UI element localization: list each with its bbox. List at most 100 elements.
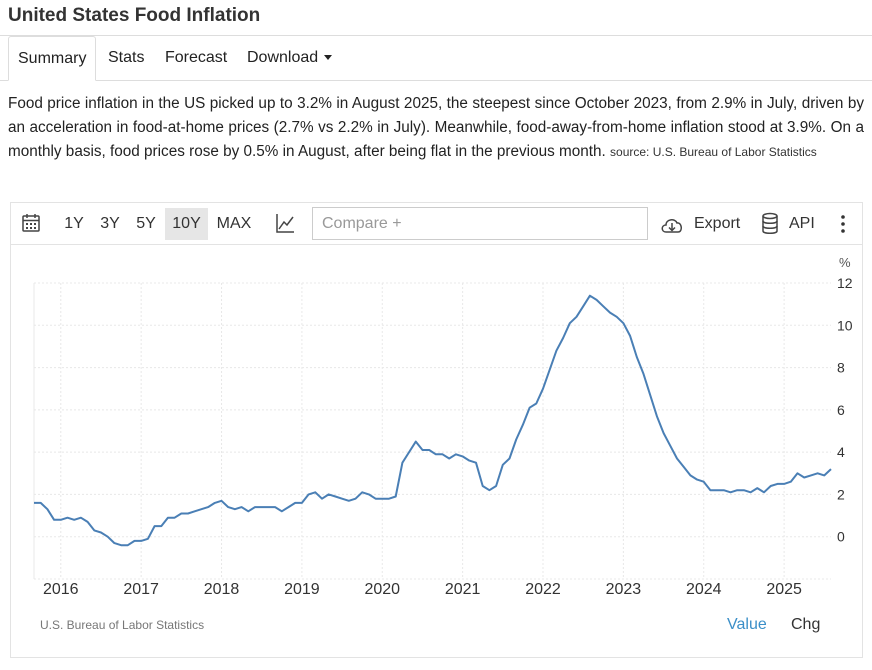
data-point — [395, 496, 397, 498]
x-tick-label: 2025 — [766, 581, 802, 598]
x-tick-label: 2017 — [123, 581, 159, 598]
data-point — [488, 489, 490, 491]
tab-forecast[interactable]: Forecast — [165, 49, 228, 66]
data-point — [140, 540, 142, 542]
export-button[interactable]: Export — [659, 203, 749, 244]
data-point — [87, 521, 89, 523]
line-chart: 0 2 4 6 8 10 12% 2016 2017 2018 2019 2020 2021 2022 20… — [33, 255, 853, 598]
y-tick-label: 12 — [837, 275, 853, 291]
data-point — [113, 542, 115, 544]
chart-toolbar: 1Y 3Y 5Y 10Y MAX Export — [11, 203, 862, 245]
caret-down-icon — [324, 55, 333, 61]
y-tick-label: 0 — [837, 529, 845, 545]
data-point — [730, 491, 732, 493]
data-point — [709, 489, 711, 491]
data-point — [200, 508, 202, 510]
data-point — [147, 538, 149, 540]
data-point — [442, 453, 444, 455]
data-point — [247, 510, 249, 512]
data-point — [509, 458, 511, 460]
range-max-button[interactable]: MAX — [216, 215, 252, 232]
data-point — [281, 510, 283, 512]
range-5y-button[interactable]: 5Y — [136, 215, 156, 232]
data-point — [435, 453, 437, 455]
x-tick-label: 2022 — [525, 581, 561, 598]
data-point — [817, 472, 819, 474]
data-point — [529, 407, 531, 409]
y-tick-label: 8 — [837, 360, 845, 376]
data-point — [321, 498, 323, 500]
data-point — [790, 481, 792, 483]
data-point — [93, 529, 95, 531]
chart-source: U.S. Bureau of Labor Statistics — [40, 618, 205, 632]
chg-toggle[interactable]: Chg — [791, 616, 821, 633]
data-point — [355, 498, 357, 500]
y-tick-label: 2 — [837, 486, 845, 502]
data-point — [408, 451, 410, 453]
data-point — [716, 489, 718, 491]
data-point — [127, 544, 129, 546]
data-point — [830, 468, 832, 470]
data-point — [227, 506, 229, 508]
data-point — [576, 316, 578, 318]
data-point — [368, 493, 370, 495]
data-point — [555, 350, 557, 352]
data-point — [696, 479, 698, 481]
data-point — [643, 373, 645, 375]
data-point — [542, 388, 544, 390]
data-point — [569, 322, 571, 324]
data-point — [154, 525, 156, 527]
summary-text: Food price inflation in the US picked up… — [8, 92, 864, 164]
data-point — [194, 510, 196, 512]
data-point — [160, 525, 162, 527]
data-point — [221, 500, 223, 502]
data-point — [669, 445, 671, 447]
x-tick-label: 2016 — [43, 581, 79, 598]
tab-download[interactable]: Download — [247, 36, 333, 81]
line-chart-icon[interactable] — [274, 203, 296, 244]
tab-summary[interactable]: Summary — [8, 36, 97, 81]
data-point — [783, 483, 785, 485]
data-point — [663, 432, 665, 434]
data-point — [743, 489, 745, 491]
y-axis-unit: % — [839, 255, 851, 270]
value-toggle[interactable]: Value — [727, 616, 767, 633]
range-3y-button[interactable]: 3Y — [100, 215, 120, 232]
data-point — [120, 544, 122, 546]
data-point — [475, 462, 477, 464]
data-point — [823, 474, 825, 476]
data-point — [703, 481, 705, 483]
data-point — [676, 458, 678, 460]
data-point — [803, 477, 805, 479]
data-point — [609, 312, 611, 314]
data-point — [40, 502, 42, 504]
compare-input[interactable] — [312, 207, 648, 240]
data-point — [770, 485, 772, 487]
data-point — [562, 337, 564, 339]
chart-panel: 1Y 3Y 5Y 10Y MAX Export — [10, 202, 863, 658]
data-point — [274, 506, 276, 508]
data-point — [629, 335, 631, 337]
data-point — [689, 474, 691, 476]
data-point — [60, 519, 62, 521]
data-point — [522, 424, 524, 426]
tab-stats[interactable]: Stats — [108, 49, 145, 66]
data-point — [422, 449, 424, 451]
data-point — [241, 506, 243, 508]
data-point — [207, 506, 209, 508]
range-10y-button[interactable]: 10Y — [165, 208, 208, 240]
x-tick-label: 2018 — [204, 581, 240, 598]
more-vertical-icon[interactable] — [837, 203, 849, 244]
data-point — [254, 506, 256, 508]
summary-source: source: U.S. Bureau of Labor Statistics — [610, 145, 817, 159]
tab-bar: Summary Stats Forecast Download — [0, 36, 872, 81]
api-button[interactable]: API — [760, 203, 820, 244]
data-point — [33, 502, 35, 504]
data-point — [261, 506, 263, 508]
calendar-icon[interactable] — [21, 203, 43, 244]
data-point — [462, 455, 464, 457]
range-1y-button[interactable]: 1Y — [64, 215, 84, 232]
data-point — [214, 502, 216, 504]
data-point — [723, 489, 725, 491]
data-point — [468, 460, 470, 462]
